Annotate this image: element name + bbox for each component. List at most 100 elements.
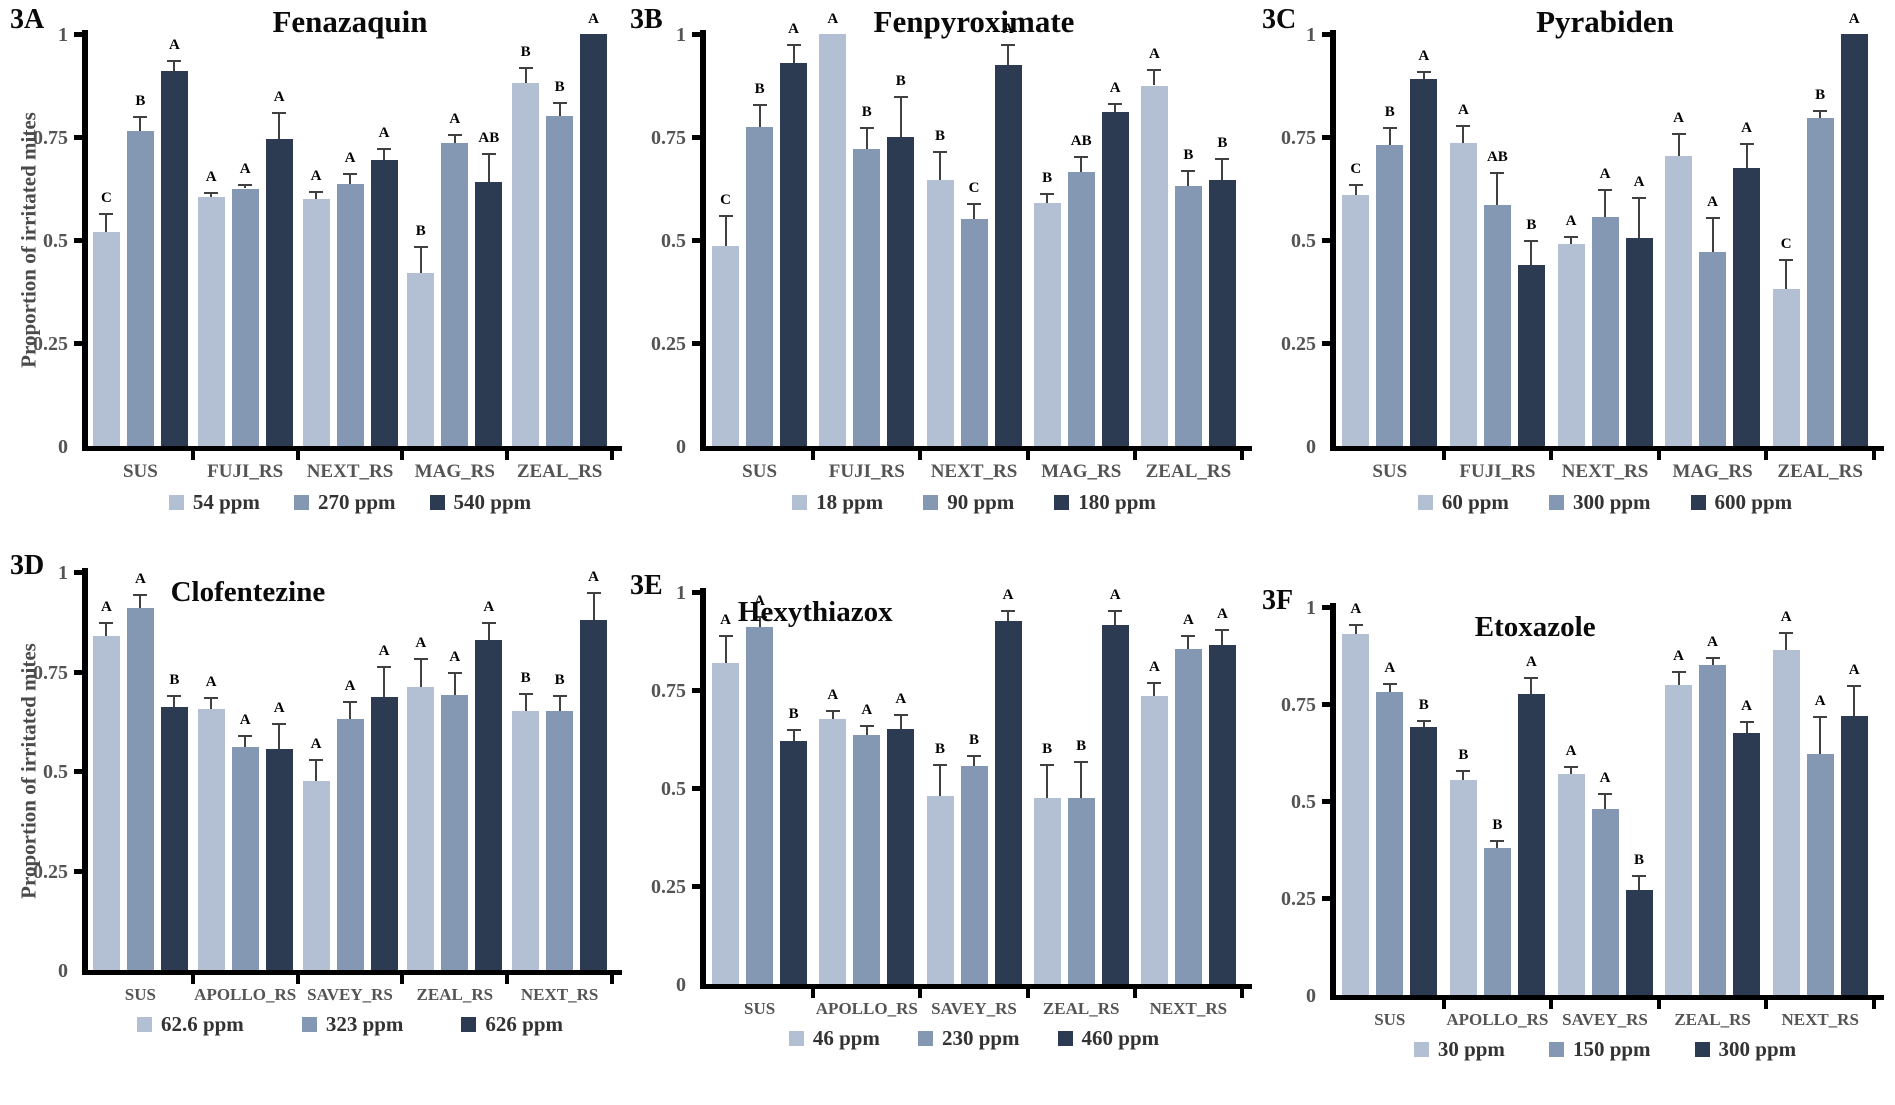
error-bar: [453, 671, 456, 696]
legend-label: 270 ppm: [317, 490, 396, 514]
y-tick-mark: [692, 786, 700, 791]
bar: [1557, 244, 1585, 446]
y-tick-label: 0.5: [661, 230, 686, 252]
error-bar: [1530, 676, 1533, 695]
legend-swatch: [461, 1017, 477, 1032]
bar: [1140, 85, 1168, 446]
legend-item: 300 ppm: [1548, 492, 1651, 513]
legend-item: 270 ppm: [293, 490, 396, 514]
significance-letter: A: [1848, 11, 1860, 27]
error-bar-cap: [1705, 657, 1720, 660]
chart-panel-3e: 3E Hexythiazox 1 0.75 0.5 0.25 0 A A B A A A B B A B B A A A…: [630, 570, 1258, 1090]
bar: [160, 707, 188, 970]
x-category-label: MAG_RS: [1041, 461, 1122, 482]
y-tick-label: 0: [58, 436, 68, 458]
y-tick-mark: [692, 688, 700, 693]
significance-letter: A: [378, 642, 390, 659]
plot-area: C B A A AB B A A A A A A C B A: [1336, 12, 1874, 446]
legend-item: 230 ppm: [917, 1028, 1020, 1049]
error-bar-cap: [1456, 769, 1471, 772]
significance-letter: C: [1780, 235, 1792, 252]
error-bar-cap: [204, 191, 219, 194]
legend-swatch: [923, 495, 939, 510]
x-category-label: NEXT_RS: [520, 985, 599, 1004]
error-bar-cap: [1040, 192, 1055, 195]
significance-letter: A: [788, 21, 800, 38]
plot-area: A A B A A A B B A B B A A A A: [706, 587, 1242, 984]
legend-item: 180 ppm: [1054, 492, 1156, 513]
legend-label: 30 ppm: [1437, 1037, 1505, 1061]
error-bar-cap: [238, 735, 253, 738]
error-bar-cap: [1456, 124, 1471, 127]
significance-letter: B: [1217, 134, 1228, 151]
error-bar-cap: [752, 104, 767, 107]
error-bar-cap: [1147, 682, 1162, 685]
error-bar: [1114, 609, 1117, 626]
legend-swatch: [1548, 495, 1564, 510]
bar: [1772, 649, 1800, 995]
error-bar: [1153, 682, 1156, 696]
error-bar-cap: [967, 754, 981, 757]
legend-swatch: [1417, 495, 1433, 510]
y-tick-label: 0.25: [33, 860, 68, 883]
error-bar-cap: [1779, 632, 1794, 635]
bar: [580, 34, 608, 446]
x-axis-line: [700, 446, 1252, 451]
error-bar: [173, 695, 176, 708]
legend-item: 540 ppm: [429, 492, 531, 513]
error-bar-cap: [343, 701, 357, 704]
error-bar: [1354, 624, 1357, 635]
x-tick-mark: [295, 451, 300, 460]
error-bar: [1819, 110, 1822, 119]
error-bar: [1388, 126, 1391, 146]
bar: [1665, 684, 1693, 995]
error-bar: [1745, 143, 1748, 168]
y-tick-mark: [74, 868, 82, 874]
panel-label: 3D: [10, 550, 45, 581]
legend-label: 600 ppm: [1714, 490, 1793, 514]
significance-letter: B: [1526, 217, 1537, 233]
x-tick-mark: [190, 451, 195, 460]
bar: [819, 719, 847, 984]
bar: [231, 188, 259, 446]
y-tick-mark: [1322, 896, 1330, 901]
y-tick-label: 0.25: [1281, 333, 1316, 355]
bar: [1591, 808, 1619, 995]
chart-panel-3f: 3F Etoxazole 1 0.75 0.5 0.25 0 A A B B B A A A B A A A A A A S…: [1262, 585, 1890, 1105]
error-bar-cap: [586, 591, 601, 594]
error-bar: [724, 215, 727, 247]
bar: [887, 729, 915, 984]
legend-swatch: [1690, 495, 1706, 510]
error-bar: [419, 246, 422, 273]
x-category-label: MAG_RS: [1672, 461, 1753, 482]
legend-item: 626 ppm: [461, 1014, 563, 1035]
error-bar-cap: [377, 665, 391, 668]
bar: [126, 130, 154, 446]
x-tick-mark: [811, 451, 816, 460]
bar: [960, 766, 988, 984]
y-tick-label: 1: [58, 562, 68, 584]
significance-letter: A: [1002, 21, 1014, 38]
bar: [1840, 715, 1868, 995]
x-category-label: APOLLO_RS: [1446, 1010, 1549, 1029]
bar: [580, 619, 608, 970]
error-bar-cap: [481, 153, 496, 156]
bar: [780, 62, 808, 446]
x-category-label: SUS: [744, 999, 776, 1018]
significance-letter: A: [273, 89, 285, 106]
significance-letter: A: [1707, 194, 1719, 211]
error-bar: [1604, 188, 1606, 218]
significance-letter: A: [827, 11, 839, 27]
significance-letter: C: [1350, 161, 1362, 178]
legend-label: 180 ppm: [1078, 490, 1156, 514]
error-bar-cap: [1813, 110, 1828, 113]
plot-area: A A B A A A A A A A A A B B A: [88, 569, 612, 970]
panel-label: 3F: [1262, 585, 1294, 616]
error-bar: [383, 665, 385, 698]
significance-letter: A: [1599, 165, 1611, 182]
x-category-label: ZEAL_RS: [516, 461, 603, 482]
bar: [1376, 692, 1404, 995]
significance-letter: A: [239, 712, 251, 729]
x-category-label: ZEAL_RS: [1145, 461, 1232, 482]
bar: [1376, 145, 1404, 446]
